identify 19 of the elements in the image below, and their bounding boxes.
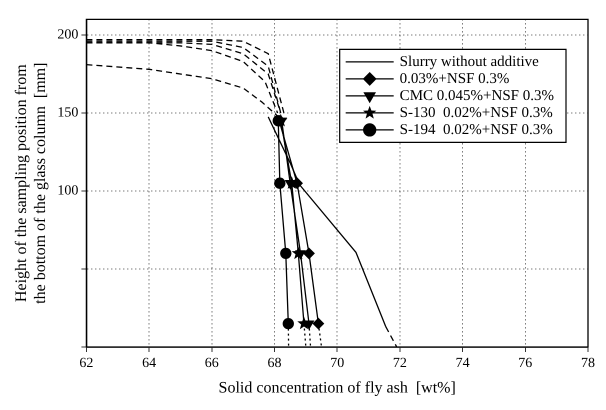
legend-label: S-130 0.02%+NSF 0.3%: [400, 104, 553, 121]
legend-label: S-194 0.02%+NSF 0.3%: [400, 122, 553, 138]
x-axis-title: Solid concentration of fly ash [wt%]: [218, 380, 456, 397]
legend-label: CMC 0.045%+NSF 0.3%: [400, 88, 554, 104]
x-tick-label: 78: [581, 356, 595, 372]
y-tick-label: 100: [57, 184, 78, 199]
legend-label: Slurry without additive: [400, 54, 540, 70]
x-tick-label: 64: [142, 356, 156, 372]
x-tick-label: 74: [456, 356, 470, 372]
legend-label: 0.03%+NSF 0.3%: [400, 70, 510, 87]
x-tick-label: 62: [79, 356, 94, 372]
x-tick-label: 66: [204, 356, 219, 372]
y-tick-label: 200: [57, 28, 78, 43]
x-tick-label: 72: [392, 356, 407, 372]
y-tick-label: 150: [57, 106, 78, 121]
x-tick-label: 76: [518, 356, 532, 372]
x-tick-label: 70: [330, 356, 344, 372]
y-axis-title: Height of the sampling position from the bottom of the glass column [mm]: [12, 62, 50, 304]
x-tick-label: 68: [268, 356, 282, 372]
